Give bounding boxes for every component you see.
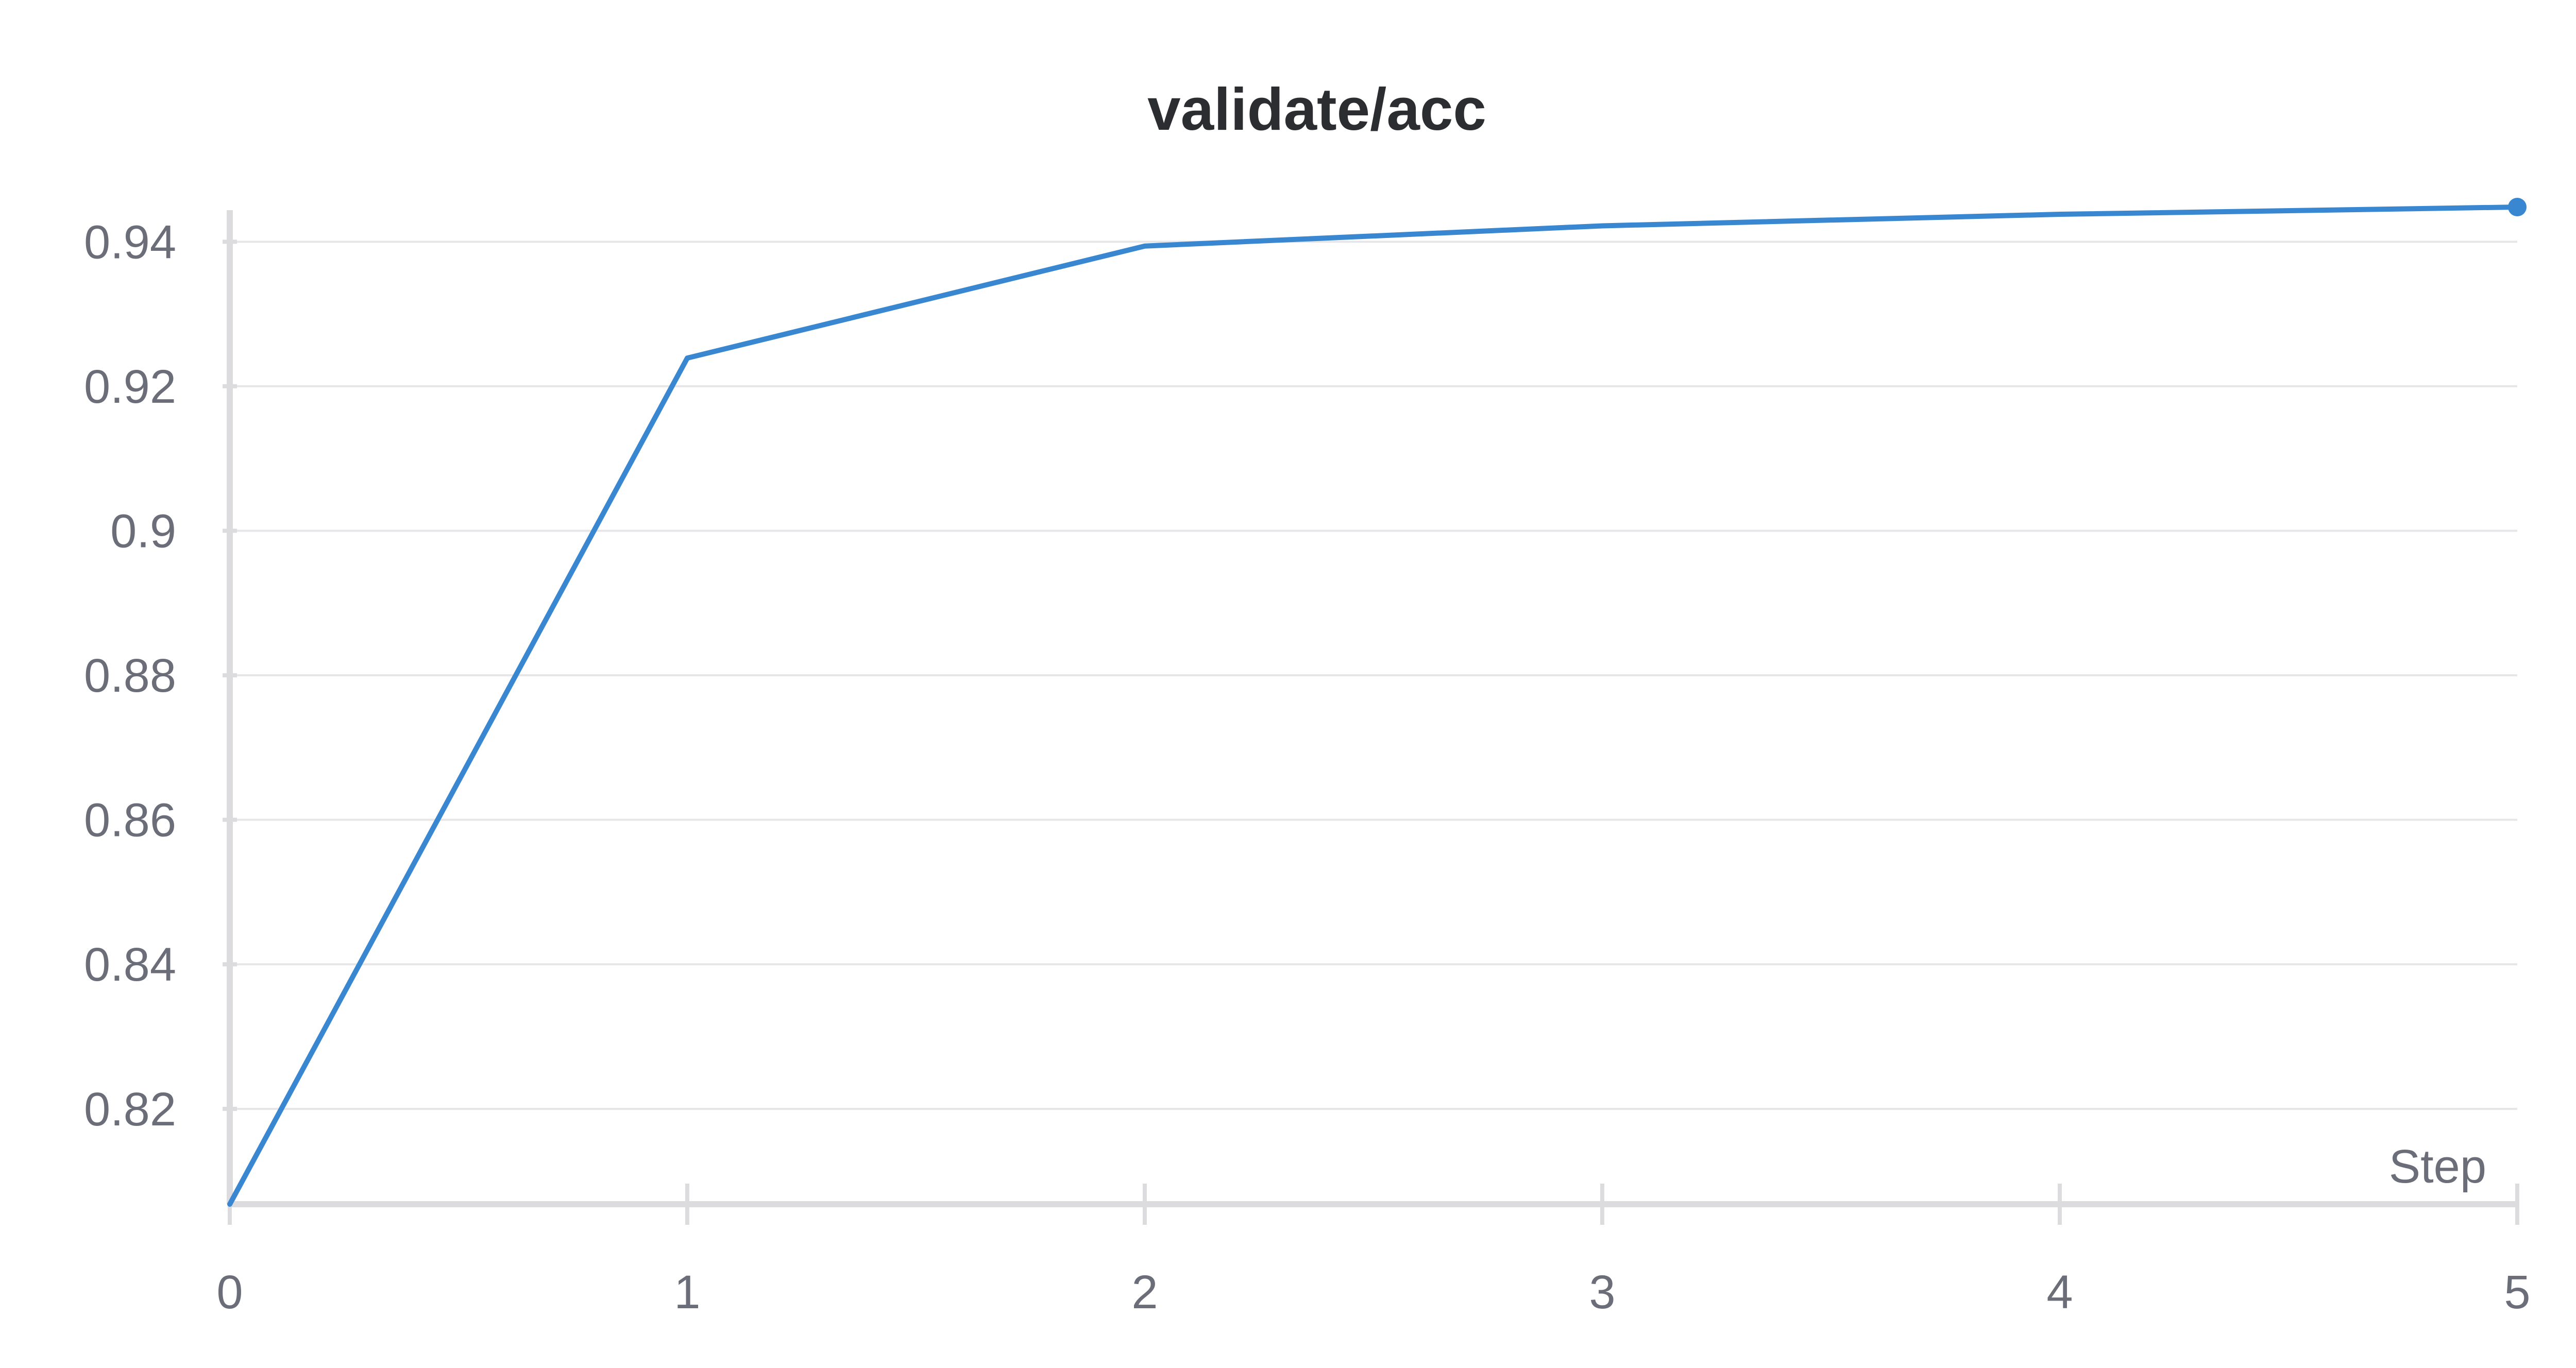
gridlines [230, 241, 2517, 1110]
y-tick-label: 0.9 [110, 505, 176, 557]
x-tick-label: 3 [1589, 1266, 1615, 1319]
tick-labels: 0.82 0.84 0.86 0.88 0.9 0.92 0.94 0 1 2 3 4 5 [84, 216, 2531, 1319]
x-tick-label: 2 [1131, 1266, 1158, 1319]
series-layer [227, 198, 2527, 1207]
x-tick-label: 0 [216, 1266, 243, 1319]
x-tick-label: 1 [674, 1266, 700, 1319]
last-point-marker [2508, 198, 2527, 216]
chart-title: validate/acc [1147, 76, 1486, 143]
y-tick-label: 0.94 [84, 216, 176, 268]
y-tick-label: 0.84 [84, 938, 176, 991]
axes [223, 210, 2519, 1225]
y-tick-label: 0.88 [84, 649, 176, 702]
x-axis-label: Step [2389, 1140, 2486, 1193]
series-line [227, 204, 2520, 1207]
x-tick-label: 5 [2504, 1266, 2530, 1319]
x-tick-label: 4 [2046, 1266, 2073, 1319]
y-tick-label: 0.82 [84, 1083, 176, 1136]
y-tick-label: 0.92 [84, 361, 176, 413]
y-tick-label: 0.86 [84, 794, 176, 847]
